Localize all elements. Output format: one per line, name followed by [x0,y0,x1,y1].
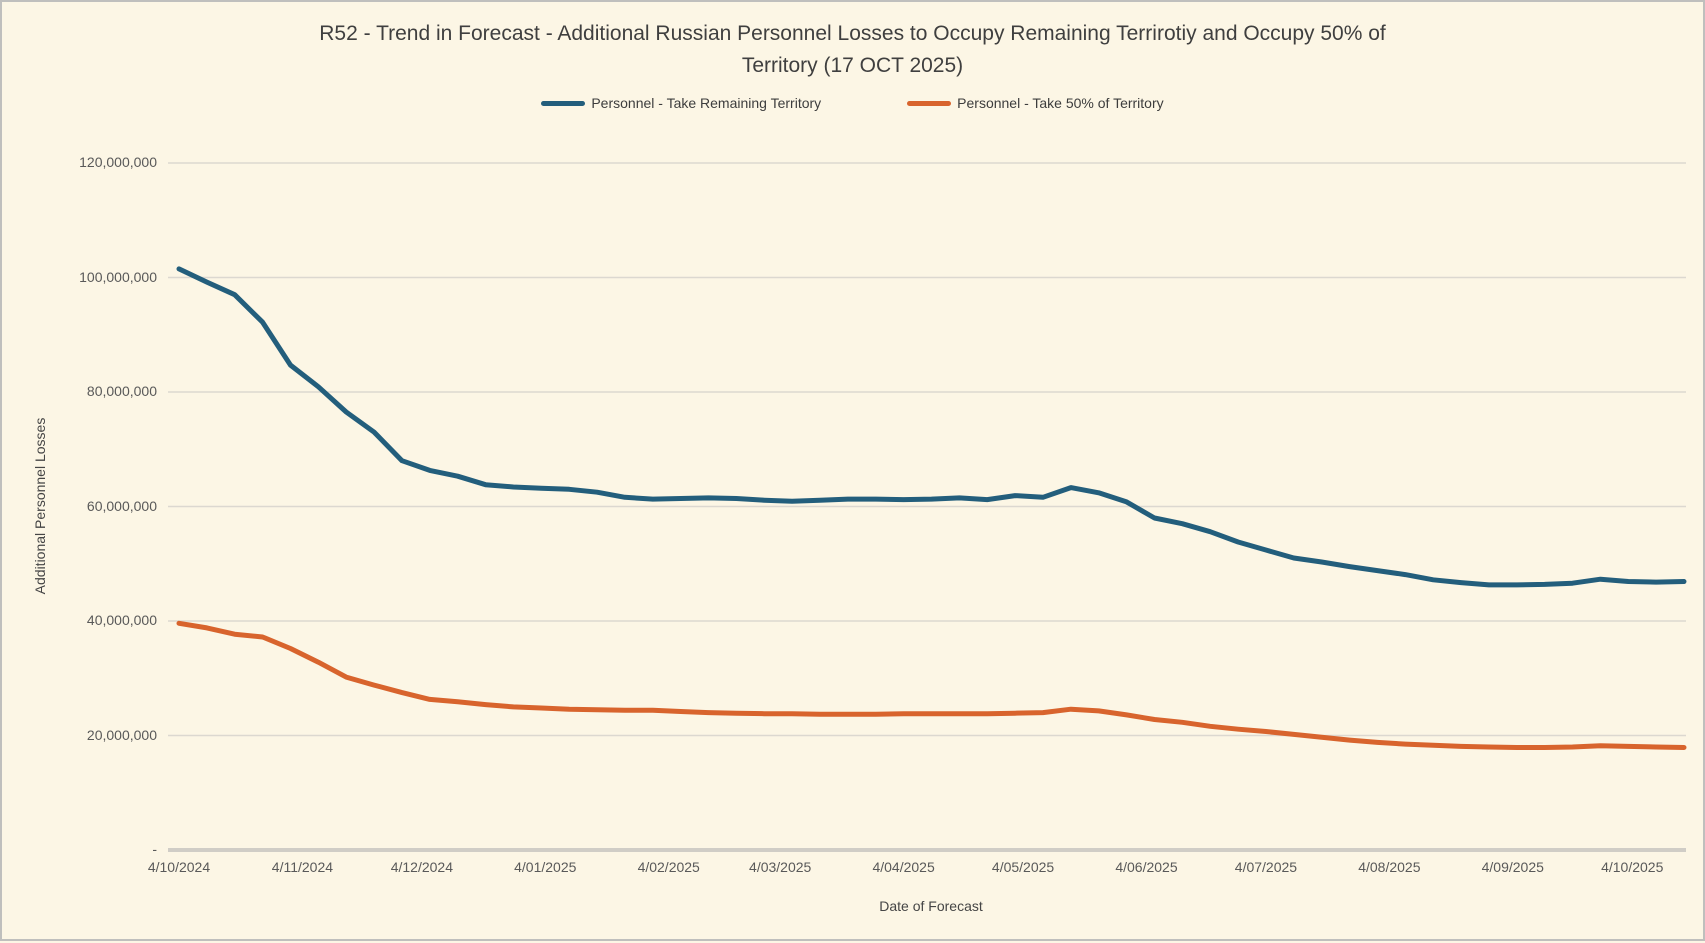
legend-line-swatch-icon [541,100,586,106]
x-tick-label: 4/08/2025 [1358,859,1421,875]
legend-label: Personnel - Take 50% of Territory [957,95,1164,111]
legend-item-take-remaining-territory: Personnel - Take Remaining Territory [541,95,821,111]
y-tick-label: 20,000,000 [86,726,157,743]
y-tick-label: 40,000,000 [86,612,157,628]
x-axis-title: Date of Forecast [879,898,983,914]
legend-line-swatch-icon [907,100,952,106]
x-tick-label: 4/03/2025 [749,859,812,875]
y-tick-label: 60,000,000 [86,497,157,514]
x-tick-label: 4/05/2025 [991,859,1055,875]
x-tick-label: 4/04/2025 [872,859,935,875]
x-tick-label: 4/07/2025 [1234,859,1298,875]
legend: Personnel - Take Remaining Territory Pers… [2,95,1703,111]
x-tick-label: 4/06/2025 [1115,859,1178,875]
chart-title: R52 - Trend in Forecast - Additional Rus… [319,22,1386,77]
y-tick-label: 80,000,000 [86,383,157,399]
x-tick-label: 4/01/2025 [514,859,577,875]
y-axis-title: Additional Personnel Losses [32,417,48,595]
x-tick-label: 4/12/2024 [390,859,453,875]
y-tick-label: 120,000,000 [79,154,157,170]
x-tick-label: 4/11/2024 [271,859,334,875]
x-tick-label: 4/09/2025 [1481,859,1544,875]
y-tick-label: 100,000,000 [79,268,157,285]
series-line-take-remaining-territory [176,266,1687,588]
legend-label: Personnel - Take Remaining Territory [591,95,822,111]
x-tick-label: 4/10/2024 [147,859,211,875]
y-tick-label: - [152,841,157,857]
legend-item-take-50pct-territory: Personnel - Take 50% of Territory [907,95,1164,111]
x-tick-label: 4/02/2025 [637,859,700,875]
x-tick-label: 4/10/2025 [1601,859,1664,875]
series-line-take-50pct-territory [176,620,1687,750]
